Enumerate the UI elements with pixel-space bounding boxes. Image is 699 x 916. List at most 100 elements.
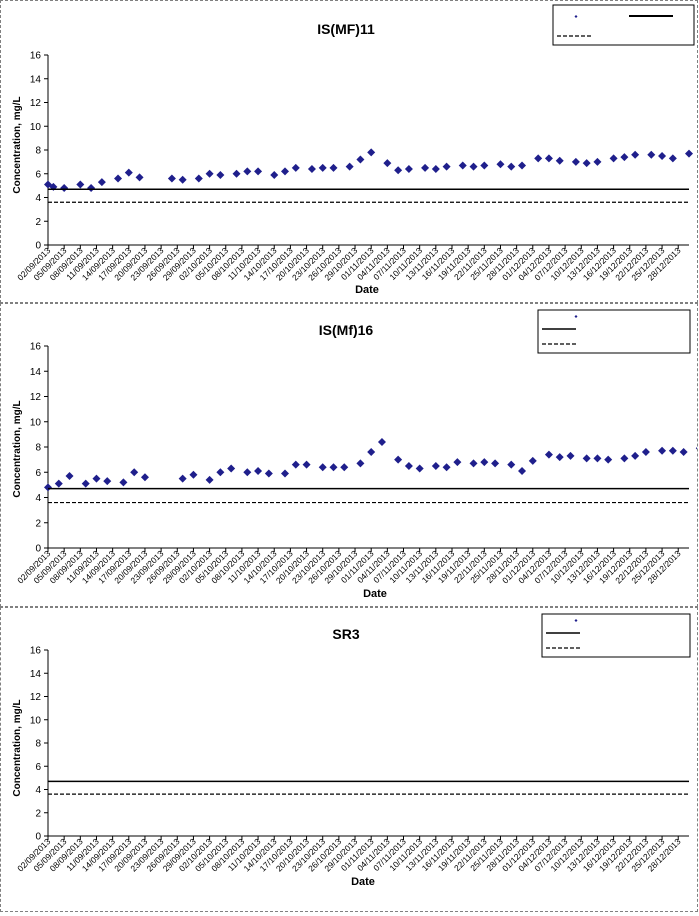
data-point-diamond [318, 463, 327, 472]
chart-panel-sr3: SR3 Concentration, mg/L Date 0 2 4 6 8 10 12 14… [0, 607, 698, 912]
y-tick-label: 16 [30, 51, 42, 62]
data-point-diamond [178, 175, 187, 184]
data-point-diamond [566, 451, 575, 460]
data-point-diamond [668, 154, 677, 163]
data-point-diamond [65, 472, 74, 481]
y-tick-label: 4 [35, 493, 41, 504]
y-tick-label: 14 [30, 74, 42, 85]
y-tick-label: 2 [35, 217, 41, 228]
data-point-diamond [92, 474, 101, 483]
data-point-diamond [679, 448, 688, 457]
plot-area: 024681012141602/09/201305/09/201308/09/2… [15, 51, 693, 282]
y-tick-label: 6 [35, 169, 41, 180]
data-point-diamond [620, 153, 629, 162]
data-point-diamond [377, 437, 386, 446]
y-tick-label: 0 [35, 832, 41, 843]
data-point-diamond [97, 178, 106, 187]
y-tick-label: 14 [30, 669, 42, 680]
data-point-diamond [620, 454, 629, 463]
data-point-diamond [345, 162, 354, 171]
data-point-diamond [367, 448, 376, 457]
y-tick-label: 0 [35, 241, 41, 252]
data-point-diamond [496, 160, 505, 169]
data-point-diamond [205, 475, 214, 484]
y-tick-label: 10 [30, 715, 42, 726]
data-point-diamond [641, 448, 650, 457]
chart-title: IS(Mf)16 [319, 322, 374, 338]
data-point-diamond [307, 165, 316, 173]
y-tick-label: 14 [30, 367, 42, 378]
data-point-diamond [631, 451, 640, 460]
legend-box [541, 613, 691, 658]
data-point-diamond [631, 150, 640, 159]
data-point-diamond [81, 479, 90, 488]
data-point-diamond [178, 474, 187, 483]
data-point-diamond [329, 163, 338, 172]
legend-box [537, 309, 691, 354]
data-point-diamond [404, 165, 413, 173]
legend-diamond-marker [574, 619, 578, 622]
y-tick-label: 8 [35, 443, 41, 454]
chart-svg-is-mf-16: IS(Mf)16 Concentration, mg/L Date 0 2 4 6 8 1… [12, 309, 699, 600]
data-point-diamond [518, 161, 527, 170]
y-axis-label: Concentration, mg/L [12, 96, 23, 193]
data-point-diamond [394, 455, 403, 464]
data-point-diamond [582, 454, 591, 463]
legend-box [552, 4, 695, 46]
data-point-diamond [356, 459, 365, 468]
data-point-diamond [44, 483, 52, 492]
data-point-diamond [270, 170, 279, 179]
data-point-diamond [442, 463, 451, 472]
data-point-diamond [544, 154, 553, 163]
data-point-diamond [453, 458, 462, 467]
data-point-diamond [571, 157, 580, 166]
data-point-diamond [189, 470, 198, 479]
data-point-diamond [534, 154, 543, 163]
data-point-diamond [647, 150, 656, 159]
data-point-diamond [431, 461, 440, 470]
chart-panel-is-mf-11: IS(MF)11 Concentration, mg/L Date 0 2 4 6 8 1… [0, 0, 698, 303]
y-tick-label: 12 [30, 98, 42, 109]
data-point-diamond [394, 166, 403, 175]
chart-title: SR3 [332, 626, 359, 642]
y-axis-label: Concentration, mg/L [12, 400, 23, 497]
data-point-diamond [518, 466, 527, 475]
data-point-diamond [421, 163, 430, 172]
y-tick-label: 16 [30, 646, 42, 657]
data-point-diamond [507, 162, 516, 171]
y-tick-label: 4 [35, 785, 41, 796]
data-point-diamond [302, 460, 311, 469]
chart-panel-is-mf-16: IS(Mf)16 Concentration, mg/L Date 0 2 4 6 8 1… [0, 303, 699, 607]
data-point-diamond [254, 466, 263, 475]
data-point-diamond [544, 450, 553, 459]
data-point-diamond [356, 155, 365, 164]
y-tick-label: 6 [35, 762, 41, 773]
data-point-diamond [281, 469, 290, 478]
data-point-diamond [281, 167, 290, 176]
y-tick-label: 8 [35, 739, 41, 750]
data-point-diamond [124, 168, 133, 177]
data-point-diamond [555, 156, 564, 165]
y-tick-label: 4 [35, 193, 41, 204]
data-point-diamond [383, 159, 392, 168]
data-point-diamond [480, 161, 489, 170]
data-point-diamond [685, 149, 693, 158]
data-point-diamond [135, 173, 144, 182]
data-point-diamond [415, 464, 424, 473]
data-point-diamond [194, 174, 203, 183]
data-point-diamond [404, 461, 413, 470]
data-point-diamond [87, 184, 96, 192]
data-point-diamond [243, 468, 252, 477]
data-point-diamond [227, 464, 236, 473]
data-point-diamond [254, 167, 263, 176]
y-axis-label: Concentration, mg/L [12, 699, 23, 796]
data-point-diamond [695, 445, 699, 452]
data-point-diamond [291, 460, 300, 469]
legend [537, 309, 691, 354]
data-point-diamond [469, 162, 478, 171]
data-point-diamond [103, 477, 112, 486]
y-tick-label: 2 [35, 518, 41, 529]
data-point-diamond [593, 454, 602, 463]
y-tick-label: 12 [30, 692, 42, 703]
